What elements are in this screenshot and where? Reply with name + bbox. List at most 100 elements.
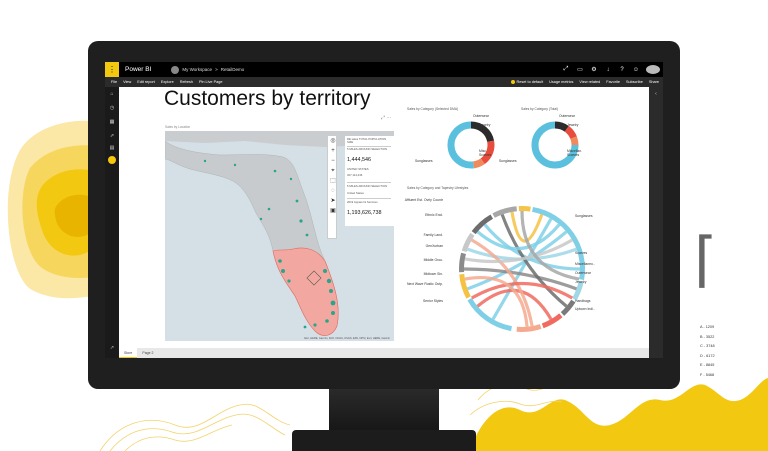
app-launcher-icon[interactable]: ⋮⋮⋮ <box>105 62 124 77</box>
filters-pane-toggle[interactable]: ‹ <box>649 87 663 358</box>
subscribe-button[interactable]: Subscribe <box>625 80 643 84</box>
user-avatar[interactable] <box>646 65 660 74</box>
pin-live-page-button[interactable]: Pin Live Page <box>199 80 223 84</box>
chord-ribbon <box>510 211 544 243</box>
yellow-wave <box>470 378 768 451</box>
chord-arc[interactable] <box>467 298 512 332</box>
chord-arc[interactable] <box>518 206 531 212</box>
donut1-title: Sales by Category (Selected DMA) <box>407 107 459 111</box>
stat-label: 5 MILES AROUND SELECTION <box>347 184 388 188</box>
side-legend-item: D - 6172 <box>700 353 715 358</box>
donut2-slice-misc[interactable] <box>570 136 579 146</box>
chord-arc[interactable] <box>560 299 576 316</box>
chord-arc[interactable] <box>471 214 493 235</box>
chord-arc[interactable] <box>492 206 517 218</box>
feedback-icon[interactable]: ☺ <box>632 66 640 73</box>
donut1-slice-outerwear[interactable] <box>470 121 495 143</box>
donut2-chart[interactable] <box>525 115 585 175</box>
apps-icon[interactable]: ▦ <box>109 119 115 125</box>
shared-icon[interactable]: ⇗ <box>109 133 115 139</box>
chord-arc[interactable] <box>459 274 471 299</box>
chord-title: Sales by Category and Tapestry Lifestyle… <box>407 186 469 190</box>
reset-icon <box>510 80 515 84</box>
donut2-slice-sunglasses[interactable] <box>531 121 579 169</box>
pointer-icon[interactable]: ➤ <box>330 198 336 204</box>
donut2-label: Jewelry <box>567 123 579 127</box>
donut2-label: Miscellan. Scarves <box>567 149 583 157</box>
chord-ribbon <box>476 288 553 321</box>
chord-ribbon <box>464 238 574 264</box>
usage-metrics-button[interactable]: Usage metrics <box>549 80 574 84</box>
locate-icon[interactable]: ⌖ <box>331 168 335 174</box>
stat-value: 1,193,626,738 <box>347 210 382 216</box>
layers-icon[interactable]: ▣ <box>330 208 336 214</box>
zoom-in-icon[interactable]: + <box>331 148 335 154</box>
help-icon[interactable]: ? <box>620 66 624 73</box>
side-brace-top: ⌈ <box>694 226 718 293</box>
select-icon[interactable]: ⬚ <box>330 178 336 184</box>
side-legend-item: C - 3748 <box>700 344 715 348</box>
donut1-label: Sunglasses <box>415 159 433 163</box>
chord-left-label: Ethnic Encl. <box>425 213 443 217</box>
report-canvas: Customers by territory Sales by Location… <box>119 87 649 348</box>
donut1-slice-sunglasses[interactable] <box>447 121 474 169</box>
donut1-label: Jewelry <box>479 123 491 127</box>
page-title: Customers by territory <box>164 87 371 110</box>
chord-ribbon <box>470 282 574 300</box>
donut1-chart[interactable] <box>441 115 501 175</box>
donut2-label: Sunglasses <box>499 159 517 163</box>
zoom-out-icon[interactable]: − <box>331 158 335 164</box>
chord-arc[interactable] <box>461 232 475 253</box>
explore-button[interactable]: Explore <box>160 80 174 84</box>
chord-ribbon <box>500 213 568 308</box>
menu-file[interactable]: File <box>111 80 118 84</box>
donut2-slice-outerwear[interactable] <box>554 121 569 132</box>
active-workspace-icon[interactable] <box>108 156 116 164</box>
notifications-icon[interactable]: ▭ <box>577 67 583 73</box>
chord-right-label: Scarves <box>575 251 588 255</box>
chord-left-label: Middle Grou. <box>423 258 443 262</box>
chord-diagram[interactable] <box>437 191 607 351</box>
tab-page-2[interactable]: Page 2 <box>142 351 154 355</box>
left-nav: ⌂ ◷ ▦ ⇗ ▤ ↗ <box>105 87 119 358</box>
edit-report-button[interactable]: Edit report <box>137 80 155 84</box>
map-credit: Esri, HERE, Garmin, FAO, NOAA, USGS, EPA… <box>304 337 390 340</box>
visual-options-icon[interactable]: ⤢ ··· <box>381 115 392 121</box>
breadcrumb-workspace[interactable]: My Workspace <box>182 67 213 72</box>
donut2-slice-jewelry[interactable] <box>564 125 577 140</box>
breadcrumb-report[interactable]: RetailDemo <box>220 67 245 72</box>
chord-arc[interactable] <box>572 281 584 301</box>
side-legend: A - 1209 B - 3522 C - 3748 D - 6172 E - … <box>700 323 715 380</box>
get-data-icon[interactable]: ↗ <box>109 345 115 351</box>
chord-left-label: Family Land. <box>423 233 443 237</box>
download-icon[interactable]: ↓ <box>606 66 610 73</box>
lasso-icon[interactable]: ◌ <box>331 188 335 194</box>
screen: ⋮⋮⋮ Power BI My Workspace > RetailDemo ⤢… <box>105 62 663 358</box>
share-button[interactable]: Share <box>648 80 659 84</box>
tab-store[interactable]: Store <box>119 348 138 358</box>
chord-arc[interactable] <box>459 252 466 273</box>
chord-arc[interactable] <box>532 206 585 280</box>
workspaces-icon[interactable]: ▤ <box>109 145 115 151</box>
selected-territory[interactable] <box>272 247 339 336</box>
settings-icon[interactable]: ⚙ <box>591 67 597 73</box>
donut1-slice-misc[interactable] <box>472 158 485 169</box>
favorite-button[interactable]: Favorite <box>606 80 620 84</box>
chord-ribbon <box>466 230 568 291</box>
view-related-button[interactable]: View related <box>579 80 601 84</box>
chord-right-label: Uptown Indi.. <box>575 307 595 311</box>
donut1-slice-jewelry[interactable] <box>480 140 495 165</box>
donut2-title: Sales by Category (Total) <box>521 107 559 111</box>
territory-map[interactable]: ◎ + − ⌖ ⬚ ◌ ➤ ▣ Esri, HERE, Garmin, FAO,… <box>165 131 394 341</box>
expand-icon[interactable]: ⤢ <box>563 66 569 72</box>
menu-view[interactable]: View <box>123 80 132 84</box>
reset-to-default-button[interactable]: Reset to default <box>510 80 543 84</box>
chord-arc[interactable] <box>541 313 563 329</box>
customer-points <box>203 159 336 329</box>
refresh-button[interactable]: Refresh <box>179 80 193 84</box>
selection-marker <box>306 270 322 286</box>
home-icon[interactable]: ⌂ <box>110 91 114 97</box>
compass-icon[interactable]: ◎ <box>330 138 336 144</box>
recent-icon[interactable]: ◷ <box>109 105 115 111</box>
chord-arc[interactable] <box>516 324 542 332</box>
